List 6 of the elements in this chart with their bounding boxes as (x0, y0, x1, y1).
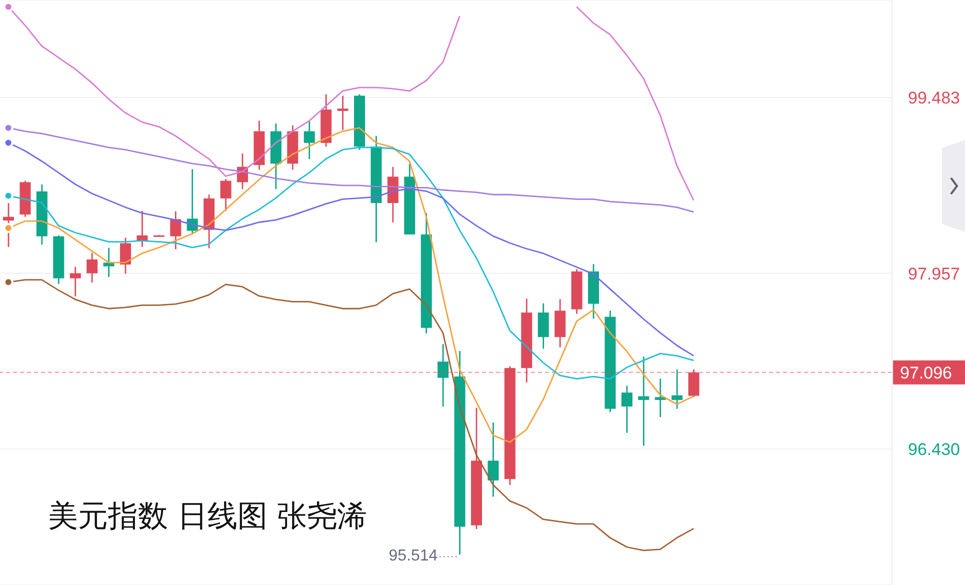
y-tick-label: 96.430 (908, 440, 960, 460)
annotation: 95.514 (388, 548, 438, 565)
text: 美元指数 日线图 张尧浠 (48, 498, 368, 536)
ref-line-label: 97.096 (900, 363, 952, 382)
y-tick-label: 99.483 (908, 88, 960, 108)
y-tick-label: 97.957 (908, 264, 960, 284)
